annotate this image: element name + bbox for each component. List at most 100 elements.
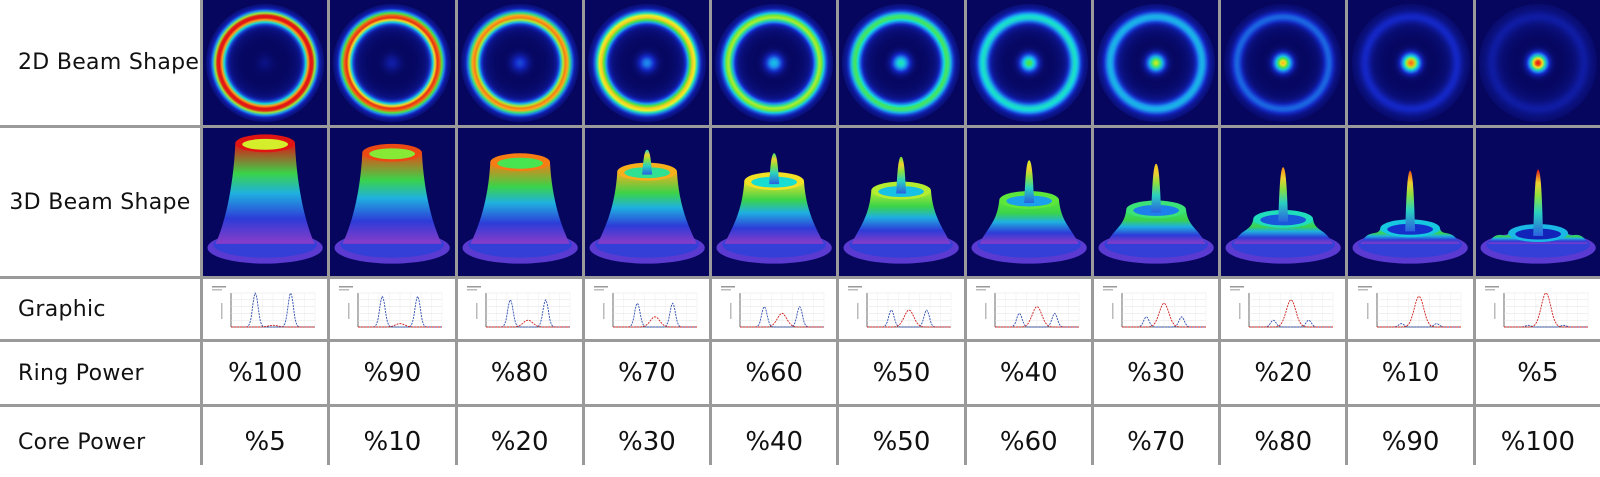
beam-2d-image [333,3,452,122]
profile-graphic-cell [1348,279,1473,339]
beam-2d-image [842,3,961,122]
ring-power-value: %90 [330,342,455,404]
profile-graphic [212,286,316,328]
core-power-value: %50 [839,407,964,477]
beam-2d-cell [966,0,1091,125]
beam-2d-image [1478,3,1597,122]
ring-power-value: %10 [1348,342,1473,404]
row-label-2d-beam-shape: 2D Beam Shape [0,0,200,125]
beam-3d-cell [330,128,455,276]
core-power-value: %30 [584,407,710,477]
beam-3d-cell [1221,128,1346,276]
beam-3d-image [716,152,832,264]
beam-2d-cell [1348,0,1473,125]
beam-2d-image [1097,3,1216,122]
profile-graphic-cell [1475,279,1600,339]
ring-power-value: %20 [1221,342,1346,404]
beam-2d-cell [1093,0,1219,125]
beam-3d-cell [1093,128,1219,276]
row-label-3d-beam-shape: 3D Beam Shape [0,128,200,276]
profile-graphic-cell [457,279,582,339]
profile-graphic [975,286,1080,328]
beam-3d-cell [712,128,837,276]
beam-3d-cell [584,128,710,276]
row-label-graphic: Graphic [0,279,200,339]
beam-2d-spot [460,3,579,122]
profile-graphic-cell [584,279,710,339]
core-power-value: %60 [966,407,1091,477]
profile-graphic [1230,286,1334,328]
beam-2d-spot [969,3,1088,122]
beam-2d-cell [584,0,710,125]
beam-2d-spot [1097,3,1216,122]
profile-graphic-cell [1093,279,1219,339]
beam-3d-cell [839,128,964,276]
beam-3d-cell [203,128,328,276]
core-power-value: %100 [1475,407,1600,477]
beam-2d-image [206,3,325,122]
beam-2d-spot [206,3,325,122]
profile-graphic [721,286,825,328]
beam-3d-cell [1348,128,1473,276]
beam-2d-image [460,3,579,122]
beam-3d-image [1352,170,1469,264]
beam-2d-spot [1351,3,1470,122]
ring-power-value: %50 [839,342,964,404]
beam-2d-cell [1475,0,1600,125]
beam-2d-cell [203,0,328,125]
beam-3d-cell [1475,128,1600,276]
beam-3d-image [1225,166,1341,264]
ring-power-value: %80 [457,342,582,404]
beam-2d-image [1224,3,1343,122]
profile-graphic-cell [330,279,455,339]
beam-3d-image [1480,168,1596,264]
core-power-value: %90 [1348,407,1473,477]
profile-graphic [593,286,698,328]
beam-2d-spot [587,3,706,122]
beam-3d-image [462,152,578,264]
beam-2d-spot [1224,3,1343,122]
beam-2d-cell [457,0,582,125]
profile-graphic [1103,286,1207,328]
core-power-value: %5 [203,407,328,477]
core-power-value: %20 [457,407,582,477]
beam-3d-image [843,156,960,264]
beam-shape-table: 2D Beam Shape 3D Beam Shape Graphic Ring P… [0,0,1600,465]
core-power-value: %40 [712,407,837,477]
core-power-value: %70 [1093,407,1219,477]
beam-2d-cell [330,0,455,125]
ring-power-value: %40 [966,342,1091,404]
profile-graphic [339,286,443,328]
ring-power-value: %70 [584,342,710,404]
ring-power-value: %100 [203,342,328,404]
beam-3d-image [334,143,451,264]
row-label-ring-power: Ring Power [0,342,200,404]
ring-power-value: %60 [712,342,837,404]
core-power-value: %10 [330,407,455,477]
profile-graphic-cell [203,279,328,339]
beam-3d-cell [457,128,582,276]
beam-2d-cell [712,0,837,125]
ring-power-value: %5 [1475,342,1600,404]
profile-graphic-cell [839,279,964,339]
ring-power-value: %30 [1093,342,1219,404]
row-label-core-power: Core Power [0,407,200,477]
beam-2d-spot [842,3,961,122]
beam-2d-spot [333,3,452,122]
beam-2d-spot [715,3,834,122]
beam-3d-cell [966,128,1091,276]
profile-graphic [1357,286,1461,328]
beam-2d-cell [1221,0,1346,125]
beam-3d-image [971,159,1087,264]
core-power-value: %80 [1221,407,1346,477]
beam-3d-image [589,149,705,264]
beam-2d-cell [839,0,964,125]
beam-2d-spot [1478,3,1597,122]
profile-graphic-cell [1221,279,1346,339]
profile-graphic-cell [966,279,1091,339]
profile-graphic [1484,286,1589,328]
profile-graphic [848,286,952,328]
beam-2d-image [969,3,1088,122]
profile-graphic [466,286,570,328]
beam-3d-image [207,133,323,264]
